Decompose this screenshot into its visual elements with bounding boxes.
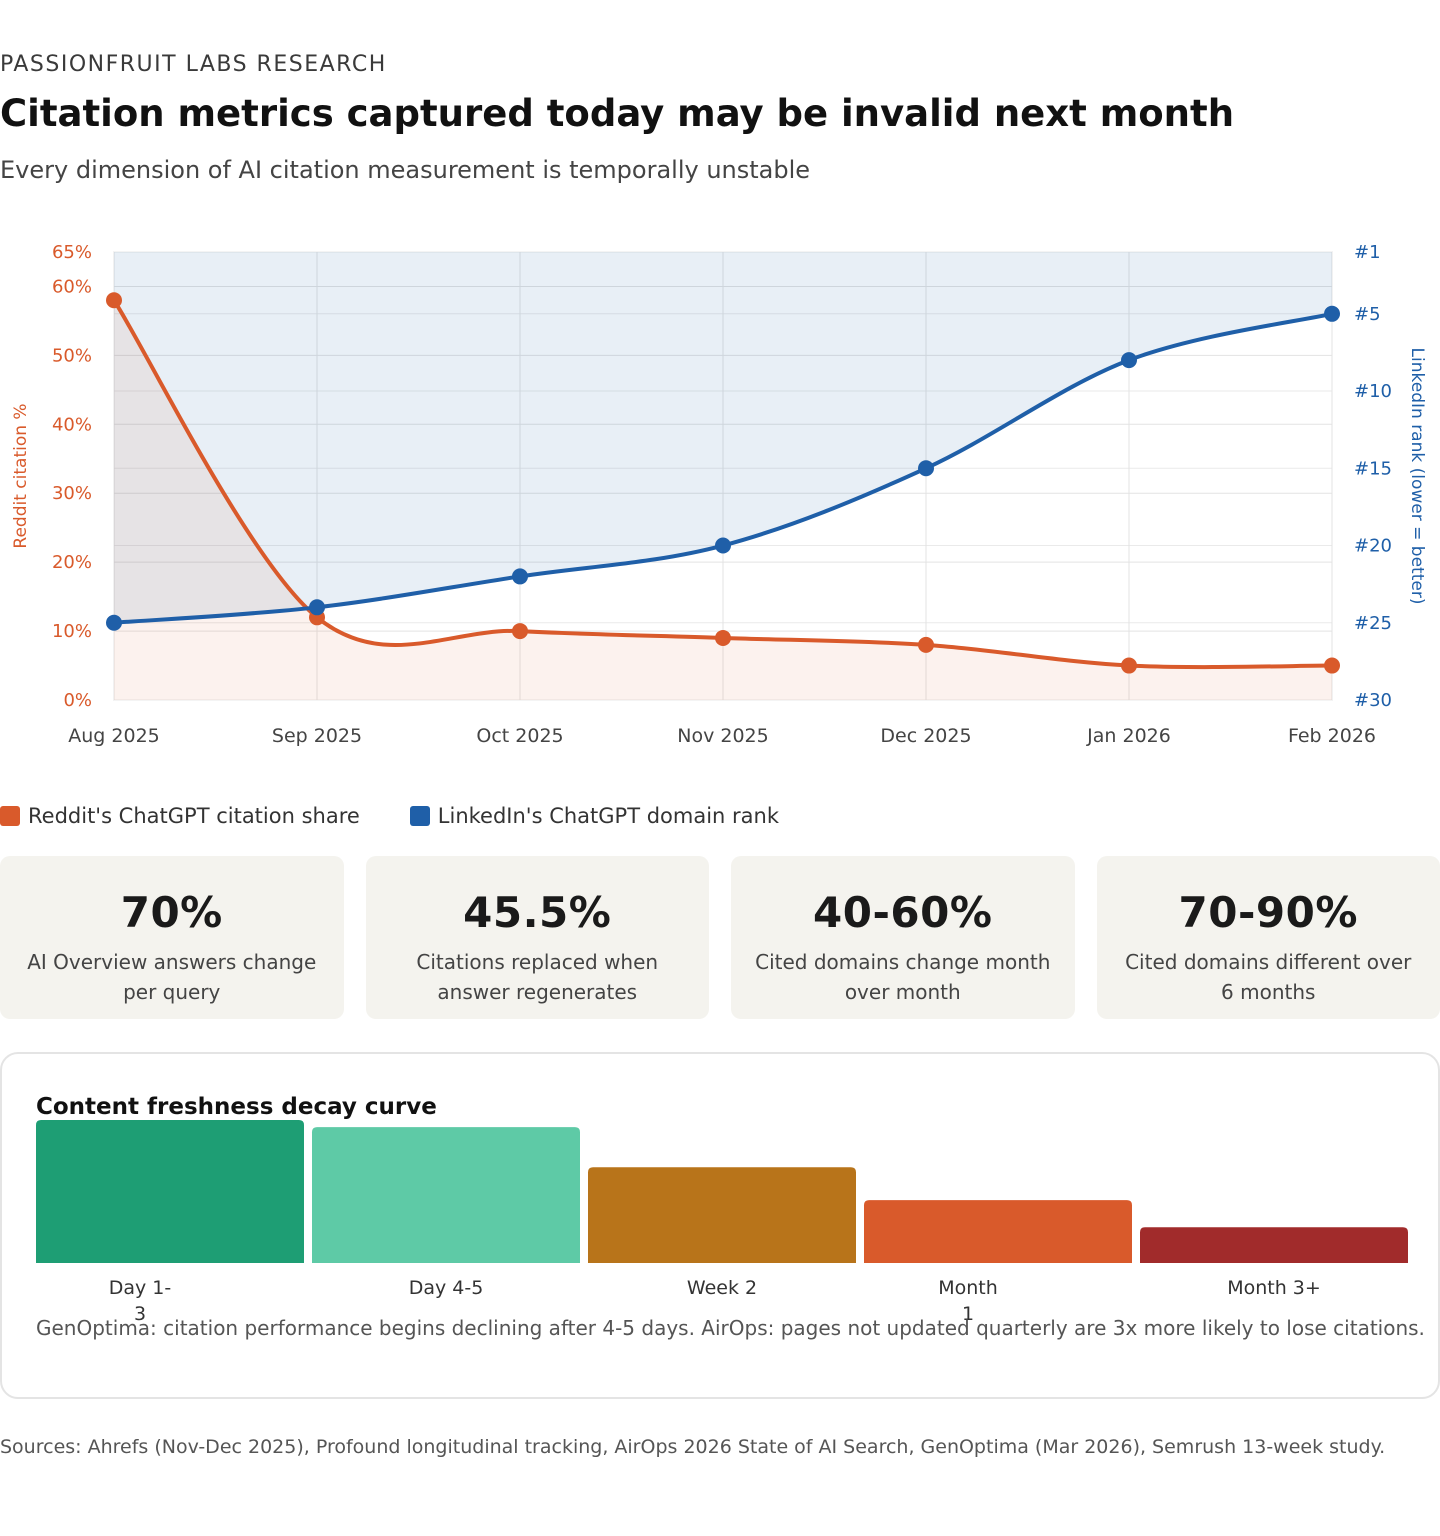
decay-bar-label: Day 4-5 [409,1277,484,1299]
y-tick-left: 20% [52,552,92,573]
linkedin-point [309,599,325,616]
linkedin-point [1121,352,1137,369]
legend-item-linkedin: LinkedIn's ChatGPT domain rank [409,804,780,828]
stat-card: 40-60% Cited domains change month over m… [731,856,1075,1019]
linkedin-area [114,252,1332,623]
citation-line-chart: 0% 10% 20% 30% 40% 50% 60% 65% #1 #5 #10 #15 #20 #25 #… [11,242,1427,747]
stat-value: 45.5% [463,888,612,937]
page-subtitle: Every dimension of AI citation measureme… [0,156,811,184]
stat-cards: 70% AI Overview answers change per query… [0,856,1440,1019]
x-tick-label: Oct 2025 [476,725,563,747]
x-tick-label: Nov 2025 [677,725,768,747]
stat-value: 70% [120,888,223,937]
legend-label-linkedin: LinkedIn's ChatGPT domain rank [437,804,780,828]
linkedin-point [512,568,528,585]
y-tick-left: 30% [52,483,92,504]
linkedin-point [1324,305,1340,322]
y-tick-left: 60% [52,276,92,297]
eyebrow-label: PASSIONFRUIT LABS RESEARCH [0,52,387,77]
y-tick-left: 10% [52,621,92,642]
stat-description: AI Overview answers change per query [27,950,317,1004]
linkedin-point [918,460,934,477]
y-tick-right: #25 [1354,613,1392,634]
decay-bar [312,1127,580,1263]
stat-description: Cited domains change month over month [755,950,1051,1004]
legend-label-reddit: Reddit's ChatGPT citation share [28,804,360,828]
y-tick-right: #15 [1354,458,1392,479]
linkedin-point [106,614,122,631]
chart-legend: Reddit's ChatGPT citation share LinkedIn… [0,804,779,828]
reddit-point [512,623,528,640]
stat-card: 70-90% Cited domains different over 6 mo… [1096,856,1440,1019]
stat-description: Citations replaced when answer regenerat… [416,950,659,1004]
y-tick-left: 0% [63,690,92,711]
sources-footer: Sources: Ahrefs (Nov-Dec 2025), Profound… [0,1436,1386,1458]
legend-swatch-linkedin [409,806,430,826]
reddit-point [715,629,731,646]
reddit-area [114,300,1332,700]
y-tick-left: 40% [52,414,92,435]
decay-bar-label: 1 [962,1303,974,1325]
y-tick-right: #30 [1354,690,1392,711]
decay-note: GenOptima: citation performance begins d… [36,1316,1425,1340]
stat-card: 70% AI Overview answers change per query [0,856,344,1019]
stat-value: 70-90% [1178,888,1358,937]
decay-bar [864,1200,1132,1263]
decay-bar [588,1167,856,1263]
decay-panel: Day 1- 3 Day 4-5 Week 2 Month 1 Month 3+ Conte… [0,1052,1440,1399]
decay-bar-label: Month 3+ [1227,1277,1321,1299]
y-tick-right: #20 [1354,536,1392,557]
legend-swatch-reddit [0,806,20,826]
y-axis-title-left: Reddit citation % [11,403,31,548]
x-tick-label: Aug 2025 [68,725,160,747]
y-tick-right: #5 [1354,304,1381,325]
y-tick-left: 65% [52,242,92,263]
decay-bar [1140,1227,1408,1263]
y-tick-right: #1 [1354,242,1381,263]
x-tick-label: Dec 2025 [880,725,971,747]
y-tick-right: #10 [1354,381,1392,402]
y-tick-left: 50% [52,345,92,366]
decay-bar-label: 3 [134,1303,146,1325]
stat-value: 40-60% [813,888,993,937]
y-axis-title-right: LinkedIn rank (lower = better) [1407,348,1427,605]
linkedin-point [715,537,731,554]
decay-bar-chart: Day 1- 3 Day 4-5 Week 2 Month 1 Month 3+ [36,1120,1408,1325]
decay-bar [36,1120,304,1263]
x-tick-label: Jan 2026 [1086,725,1171,747]
decay-bar-label: Week 2 [687,1277,757,1299]
reddit-point [1121,657,1137,674]
reddit-point [1324,657,1340,674]
legend-item-reddit: Reddit's ChatGPT citation share [0,804,360,828]
x-tick-label: Feb 2026 [1288,725,1376,747]
reddit-point [106,292,122,309]
decay-bar-label: Day 1- [109,1277,172,1299]
stat-card: 45.5% Citations replaced when answer reg… [365,856,709,1019]
decay-title: Content freshness decay curve [36,1094,437,1120]
x-tick-label: Sep 2025 [272,725,362,747]
page-title: Citation metrics captured today may be i… [0,92,1235,135]
decay-bar-label: Month [938,1277,998,1299]
stat-description: Cited domains different over 6 months [1125,950,1412,1004]
reddit-point [918,636,934,653]
